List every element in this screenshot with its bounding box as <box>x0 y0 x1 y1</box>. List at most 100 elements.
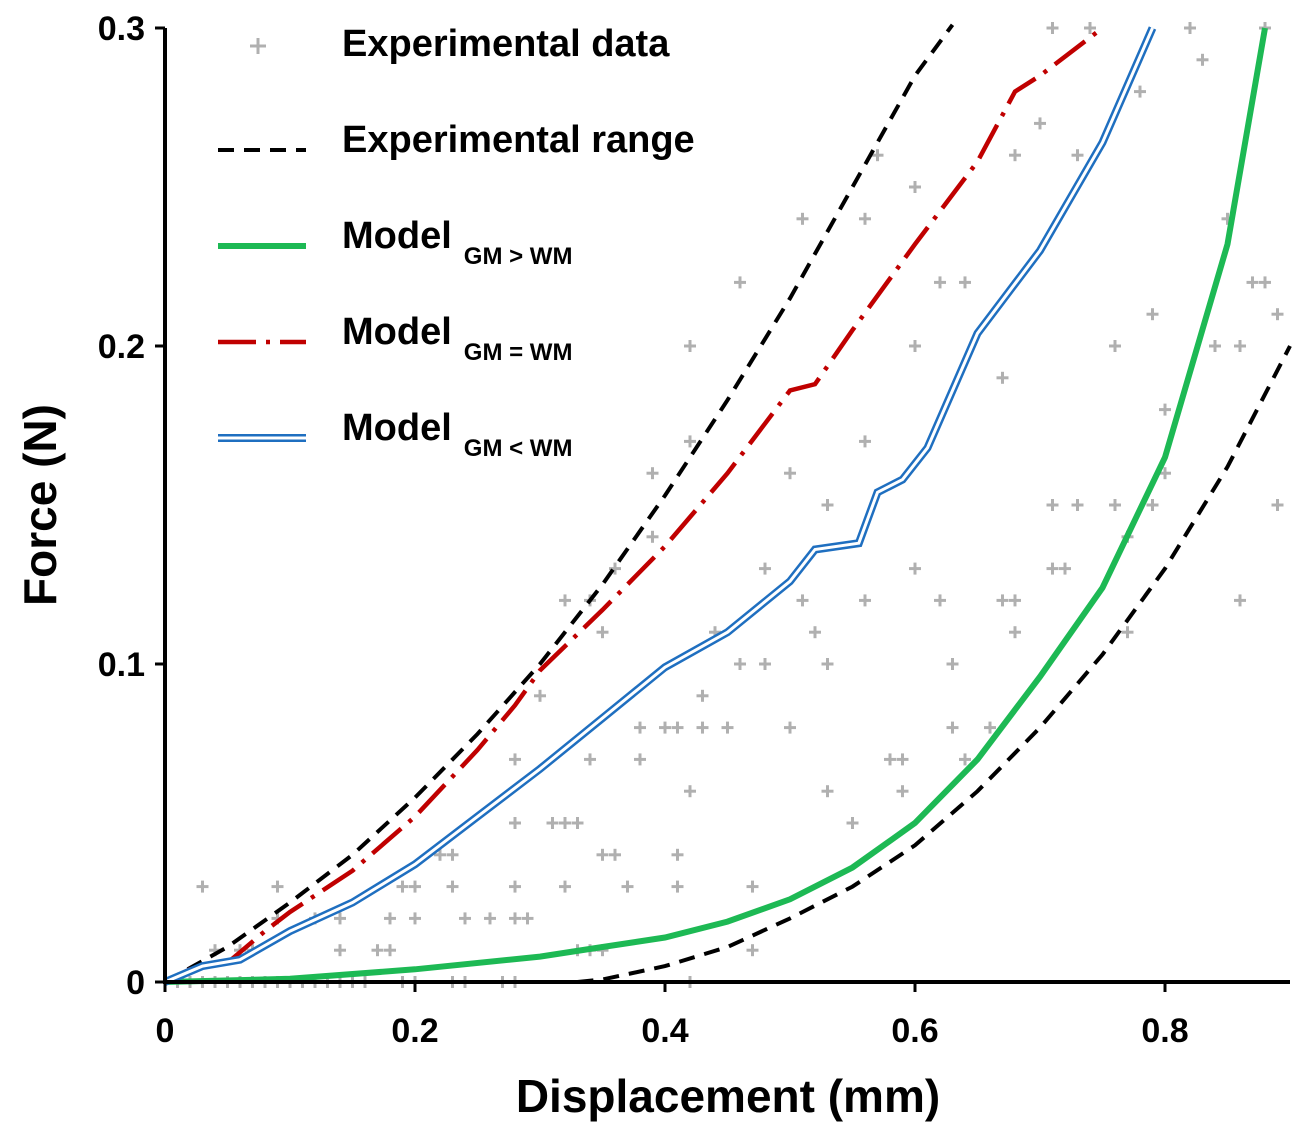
data-point <box>609 562 621 575</box>
data-point <box>1071 149 1084 162</box>
data-point <box>534 689 546 702</box>
data-point <box>934 594 946 607</box>
data-point <box>634 753 646 766</box>
data-point <box>934 276 946 289</box>
data-point <box>734 658 746 670</box>
data-point <box>1209 340 1221 352</box>
data-point <box>1159 403 1171 416</box>
x-tick-label: 0.2 <box>391 1012 438 1050</box>
legend-item-experimental_data: Experimental data <box>250 23 670 65</box>
data-point <box>384 912 396 925</box>
data-point <box>334 912 346 925</box>
data-point <box>1059 562 1071 575</box>
series-range_lower <box>577 345 1292 984</box>
data-point <box>1184 22 1196 34</box>
x-tick-label: 0.4 <box>641 1012 688 1050</box>
data-point <box>809 626 821 639</box>
data-point <box>509 912 521 925</box>
data-point <box>684 340 696 352</box>
data-point <box>696 721 709 734</box>
data-point <box>784 467 796 480</box>
legend-item-model_gm_lt_wm: Model GM < WM <box>218 407 572 462</box>
data-point <box>396 880 409 893</box>
data-point <box>1009 626 1021 639</box>
data-point <box>821 785 834 798</box>
data-point <box>1271 499 1284 511</box>
data-point <box>1271 308 1284 321</box>
data-point <box>559 817 571 829</box>
data-point <box>509 880 521 893</box>
data-point <box>596 848 609 861</box>
y-tick-label: 0.1 <box>98 646 145 684</box>
data-point <box>909 181 921 193</box>
data-point <box>409 880 421 893</box>
data-point <box>571 817 584 829</box>
legend-item-model_gm_gt_wm: Model GM > WM <box>218 215 572 270</box>
data-point <box>1009 594 1021 607</box>
data-point <box>509 753 521 766</box>
series-model_gm_lt_wm <box>163 26 1157 986</box>
data-point <box>859 594 871 607</box>
legend-item-model_gm_eq_wm: Model GM = WM <box>218 311 572 366</box>
data-point <box>1046 499 1059 511</box>
data-point <box>334 944 346 957</box>
data-point <box>459 912 471 925</box>
data-point <box>684 435 696 448</box>
data-point <box>596 626 609 639</box>
data-point <box>884 753 896 766</box>
data-point <box>859 435 871 448</box>
data-point <box>946 721 959 734</box>
data-point <box>621 880 634 893</box>
data-point <box>559 880 571 893</box>
data-point <box>1234 340 1246 352</box>
legend-label: Model GM < WM <box>342 407 572 462</box>
data-point <box>1146 308 1159 321</box>
data-point <box>996 371 1009 384</box>
data-point <box>1146 499 1159 511</box>
data-point <box>646 467 659 480</box>
data-point <box>1071 499 1084 511</box>
data-point <box>1034 117 1046 130</box>
data-point <box>446 848 459 861</box>
axes-layer <box>163 28 1290 984</box>
data-point <box>959 753 971 766</box>
series-model_gm_gt_wm <box>164 27 1268 985</box>
data-point <box>1046 562 1059 575</box>
data-point <box>671 721 684 734</box>
data-point <box>1121 626 1134 639</box>
data-point <box>521 912 534 925</box>
data-point <box>1259 276 1271 289</box>
data-point <box>196 880 209 893</box>
data-point <box>821 658 834 670</box>
data-point <box>859 212 871 225</box>
scatter-layer <box>159 22 1284 988</box>
data-point <box>746 944 759 957</box>
data-point <box>1084 22 1096 34</box>
ticks-layer: 0 0.2 0.4 0.6 0.8 0 0.1 0.2 0.3 <box>98 10 1189 1050</box>
series-model_gm_eq_wm <box>163 26 1104 985</box>
data-point <box>384 944 396 957</box>
data-point <box>696 689 709 702</box>
data-point <box>559 594 571 607</box>
data-point <box>434 848 446 861</box>
data-point <box>609 848 621 861</box>
y-tick-label: 0.2 <box>98 328 145 366</box>
data-point <box>371 944 384 957</box>
data-point <box>1134 85 1146 98</box>
data-point <box>509 817 521 829</box>
data-point <box>821 499 834 511</box>
data-point <box>409 912 421 925</box>
data-point <box>271 880 284 893</box>
data-point <box>1009 149 1021 162</box>
data-point <box>846 817 859 829</box>
x-tick-label: 0.6 <box>891 1012 938 1050</box>
data-point <box>659 721 671 734</box>
series-layer <box>163 23 1292 986</box>
data-point <box>959 276 971 289</box>
data-point <box>1046 22 1059 34</box>
legend-label: Model GM > WM <box>342 215 572 270</box>
x-tick-label: 0.8 <box>1141 1012 1188 1050</box>
data-point <box>584 753 596 766</box>
data-point <box>484 912 496 925</box>
